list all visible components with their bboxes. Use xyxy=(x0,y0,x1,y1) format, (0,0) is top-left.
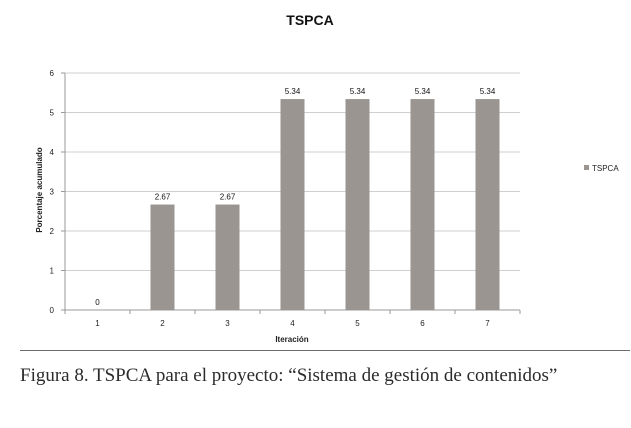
tick-labels: 0 1 2 3 4 5 6 1 2 3 4 5 6 7 xyxy=(50,69,491,328)
y-tick-label-0: 0 xyxy=(50,306,55,315)
legend-swatch-tspca xyxy=(584,165,589,170)
figure-caption: Figura 8. TSPCA para el proyecto: “Siste… xyxy=(20,365,558,386)
x-tick-label-2: 2 xyxy=(160,319,165,328)
x-tick-label-4: 4 xyxy=(290,319,295,328)
x-tick-label-6: 6 xyxy=(420,319,425,328)
y-tick-label-1: 1 xyxy=(50,267,55,276)
data-label-1: 0 xyxy=(95,298,100,307)
y-tick-label-2: 2 xyxy=(50,227,55,236)
x-tick-label-1: 1 xyxy=(95,319,100,328)
bar-4 xyxy=(280,99,305,310)
data-labels: 0 2.67 2.67 5.34 5.34 5.34 5.34 xyxy=(95,87,496,307)
legend: TSPCA xyxy=(584,164,619,173)
y-axis-title: Porcentaje acumulado xyxy=(35,147,44,232)
x-tick-label-7: 7 xyxy=(485,319,490,328)
y-tick-label-6: 6 xyxy=(50,69,55,78)
bar-5 xyxy=(345,99,370,310)
bar-7 xyxy=(475,99,500,310)
data-label-7: 5.34 xyxy=(480,87,496,96)
x-tick-label-3: 3 xyxy=(225,319,230,328)
chart-title: TSPCA xyxy=(286,12,333,28)
data-label-6: 5.34 xyxy=(415,87,431,96)
x-tick-label-5: 5 xyxy=(355,319,360,328)
y-tick-label-4: 4 xyxy=(50,148,55,157)
y-tick-label-3: 3 xyxy=(50,188,55,197)
x-axis-title: Iteración xyxy=(275,335,308,344)
data-label-2: 2.67 xyxy=(155,193,171,202)
tspca-bar-chart: TSPCA 0 2.67 2.67 5.34 5.34 5.34 5.34 0 1 2 3 4 5 6 1… xyxy=(35,12,619,344)
bar-3 xyxy=(215,204,240,310)
data-label-3: 2.67 xyxy=(220,193,236,202)
data-label-4: 5.34 xyxy=(285,87,301,96)
data-label-5: 5.34 xyxy=(350,87,366,96)
bar-6 xyxy=(410,99,435,310)
bars xyxy=(150,99,500,310)
legend-label-tspca: TSPCA xyxy=(592,164,619,173)
caption-divider xyxy=(20,350,630,351)
bar-2 xyxy=(150,204,175,310)
y-tick-label-5: 5 xyxy=(50,109,55,118)
chart-area: TSPCA 0 2.67 2.67 5.34 5.34 5.34 5.34 0 1 2 3 4 5 6 1… xyxy=(35,12,619,344)
